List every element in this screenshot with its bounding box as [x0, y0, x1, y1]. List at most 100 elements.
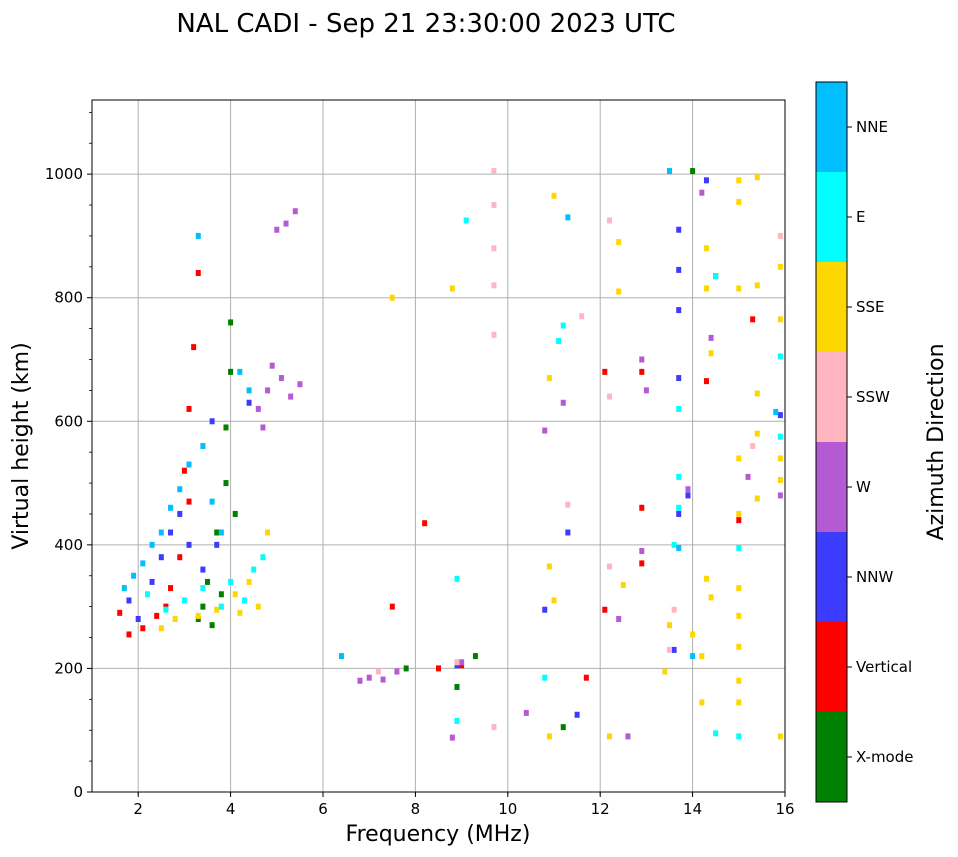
- data-point-nnw: [149, 578, 155, 585]
- data-point-x-mode: [560, 724, 566, 731]
- data-point-sse: [736, 510, 742, 517]
- data-point-e: [463, 217, 469, 224]
- data-point-e: [454, 717, 460, 724]
- data-point-ssw: [606, 393, 612, 400]
- data-point-sse: [699, 699, 705, 706]
- colorbar-segment: [816, 262, 847, 352]
- data-point-sse: [255, 603, 261, 610]
- colorbar-segment: [816, 442, 847, 532]
- data-point-sse: [777, 476, 783, 483]
- data-point-sse: [265, 529, 271, 536]
- data-point-nne: [565, 214, 571, 221]
- data-point-sse: [708, 594, 714, 601]
- data-point-vertical: [181, 467, 187, 474]
- colorbar: X-mode Vertical NNW W SSW SSE E NNE: [815, 81, 913, 803]
- data-point-nnw: [209, 418, 215, 425]
- data-point-nnw: [676, 307, 682, 314]
- data-point-vertical: [140, 625, 146, 632]
- data-point-w: [542, 427, 548, 434]
- data-point-w: [699, 189, 705, 196]
- data-point-e: [736, 544, 742, 551]
- data-point-w: [288, 393, 294, 400]
- data-point-sse: [620, 582, 626, 589]
- data-point-x-mode: [218, 591, 224, 598]
- data-point-w: [278, 375, 284, 382]
- data-point-sse: [690, 631, 696, 638]
- colorbar-label: NNW: [856, 568, 893, 586]
- data-point-sse: [754, 174, 760, 181]
- y-axis-ticks: 0 200 400 600 800 1000: [45, 111, 92, 801]
- grid: [92, 100, 786, 793]
- data-point-w: [297, 381, 303, 388]
- data-point-e: [671, 541, 677, 548]
- data-point-e: [218, 603, 224, 610]
- data-point-ssw: [491, 168, 497, 175]
- data-point-e: [556, 337, 562, 344]
- data-point-x-mode: [228, 368, 234, 375]
- x-tick-label: 6: [318, 800, 328, 818]
- data-point-sse: [736, 177, 742, 184]
- data-point-sse: [736, 643, 742, 650]
- data-point-sse: [754, 495, 760, 502]
- data-point-nne: [667, 168, 672, 175]
- data-point-nne: [158, 529, 164, 536]
- data-point-sse: [195, 612, 201, 619]
- data-point-sse: [546, 733, 552, 740]
- data-point-nne: [237, 368, 243, 375]
- colorbar-label: Vertical: [856, 658, 912, 676]
- data-point-vertical: [163, 603, 169, 610]
- data-point-e: [713, 273, 719, 280]
- data-point-e: [560, 322, 566, 329]
- data-point-ssw: [671, 606, 677, 613]
- data-point-x-mode: [214, 529, 220, 536]
- data-point-x-mode: [454, 683, 460, 690]
- data-point-ssw: [491, 202, 497, 209]
- data-point-w: [745, 473, 751, 480]
- data-point-nne: [338, 653, 344, 660]
- data-point-x-mode: [205, 578, 210, 585]
- data-point-vertical: [154, 612, 160, 619]
- data-point-nne: [140, 560, 146, 567]
- data-point-w: [283, 220, 289, 227]
- colorbar-segment: [816, 712, 847, 802]
- y-tick-label: 200: [54, 659, 83, 677]
- data-point-sse: [754, 430, 760, 437]
- data-point-vertical: [422, 520, 428, 527]
- data-point-x-mode: [209, 622, 215, 629]
- colorbar-label: SSW: [856, 388, 890, 406]
- x-tick-label: 8: [411, 800, 421, 818]
- data-point-x-mode: [472, 653, 478, 660]
- data-point-vertical: [186, 405, 192, 412]
- data-point-sse: [172, 616, 178, 622]
- data-point-sse: [662, 668, 668, 675]
- data-point-ssw: [750, 443, 756, 449]
- data-point-vertical: [126, 631, 132, 638]
- data-point-w: [394, 668, 400, 675]
- data-point-sse: [777, 316, 783, 323]
- data-point-nne: [195, 232, 201, 239]
- colorbar-segment: [816, 532, 847, 622]
- data-point-e: [228, 578, 234, 585]
- x-tick-label: 10: [498, 800, 517, 818]
- data-point-nnw: [200, 566, 206, 573]
- plot-frame: [91, 99, 786, 793]
- data-point-sse: [246, 578, 252, 585]
- data-point-sse: [736, 198, 742, 205]
- data-point-nnw: [777, 412, 783, 419]
- data-point-vertical: [117, 609, 123, 616]
- data-point-nnw: [703, 177, 709, 184]
- data-point-nne: [186, 461, 192, 468]
- data-point-ssw: [565, 501, 571, 508]
- data-point-nnw: [574, 711, 580, 718]
- colorbar-frame: [815, 81, 848, 803]
- colorbar-label: W: [856, 478, 871, 496]
- data-point-vertical: [195, 270, 201, 276]
- data-point-vertical: [639, 504, 645, 511]
- data-point-vertical: [602, 368, 608, 375]
- data-point-vertical: [602, 606, 608, 613]
- data-point-w: [269, 362, 275, 369]
- y-tick-label: 0: [73, 783, 83, 801]
- data-point-e: [260, 554, 266, 561]
- data-point-vertical: [639, 368, 645, 375]
- data-point-vertical: [191, 344, 197, 351]
